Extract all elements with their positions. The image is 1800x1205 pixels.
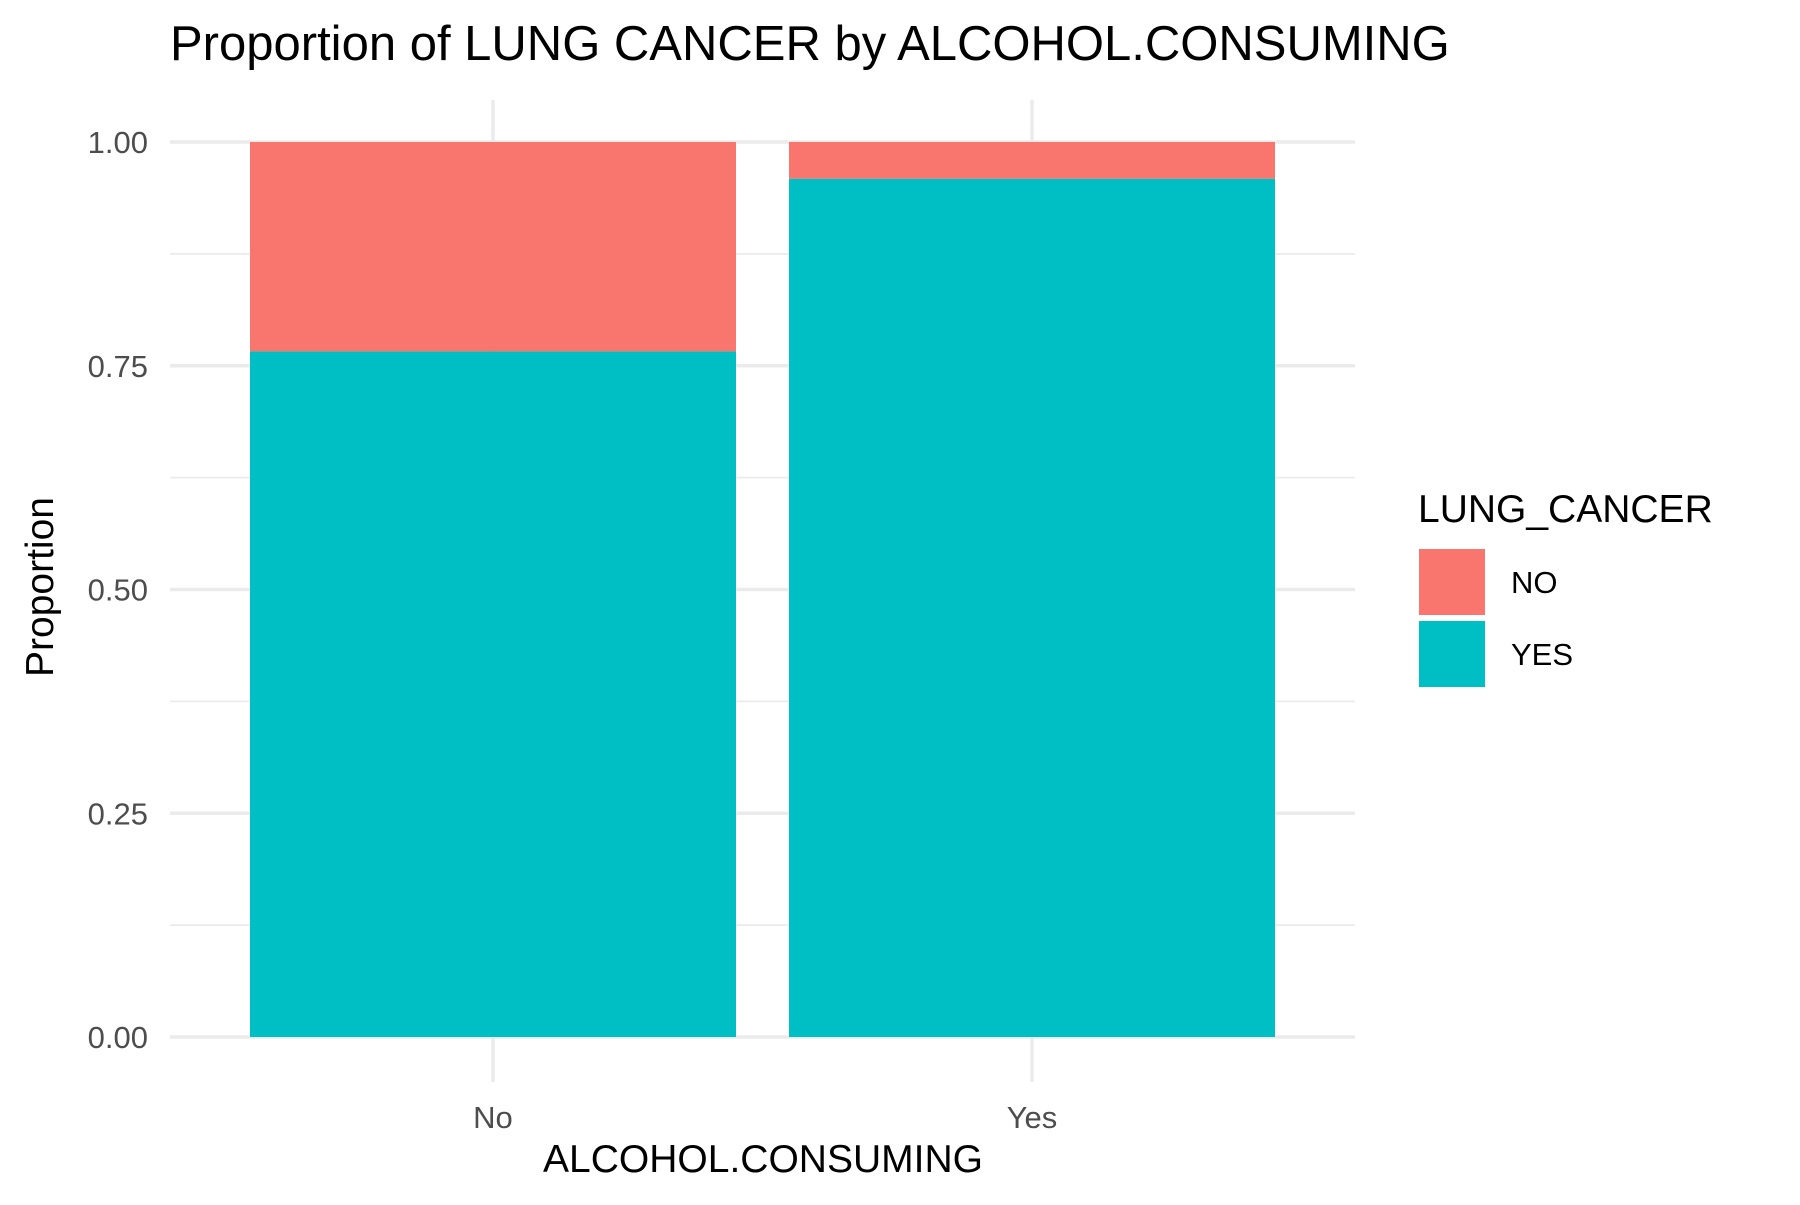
- bar-segment-no: [250, 142, 736, 352]
- y-tick-label: 0.75: [88, 349, 148, 384]
- legend-swatch-no: [1419, 549, 1485, 615]
- legend-title: LUNG_CANCER: [1418, 488, 1713, 531]
- legend-label-no: NO: [1511, 565, 1558, 600]
- legend-items: NO YES: [1419, 549, 1573, 687]
- chart-title: Proportion of LUNG CANCER by ALCOHOL.CON…: [170, 17, 1450, 71]
- bar-segment-yes: [789, 178, 1275, 1037]
- bar-segment-yes: [250, 351, 736, 1037]
- legend: LUNG_CANCER NO YES: [1418, 488, 1713, 687]
- x-axis-title: ALCOHOL.CONSUMING: [543, 1138, 983, 1181]
- bar-segment-no: [789, 142, 1275, 179]
- x-tick-label: Yes: [1007, 1100, 1058, 1135]
- y-tick-label: 0.00: [88, 1020, 148, 1055]
- legend-swatch-yes: [1419, 621, 1485, 687]
- ticks-layer: 0.00 0.25 0.50 0.75 1.00 No Yes: [88, 125, 1058, 1135]
- bars-layer: [250, 142, 1275, 1037]
- y-tick-label: 1.00: [88, 125, 148, 160]
- y-tick-label: 0.25: [88, 796, 148, 831]
- y-axis-title: Proportion: [19, 497, 62, 677]
- legend-label-yes: YES: [1511, 637, 1573, 672]
- x-tick-label: No: [473, 1100, 513, 1135]
- y-tick-label: 0.50: [88, 573, 148, 608]
